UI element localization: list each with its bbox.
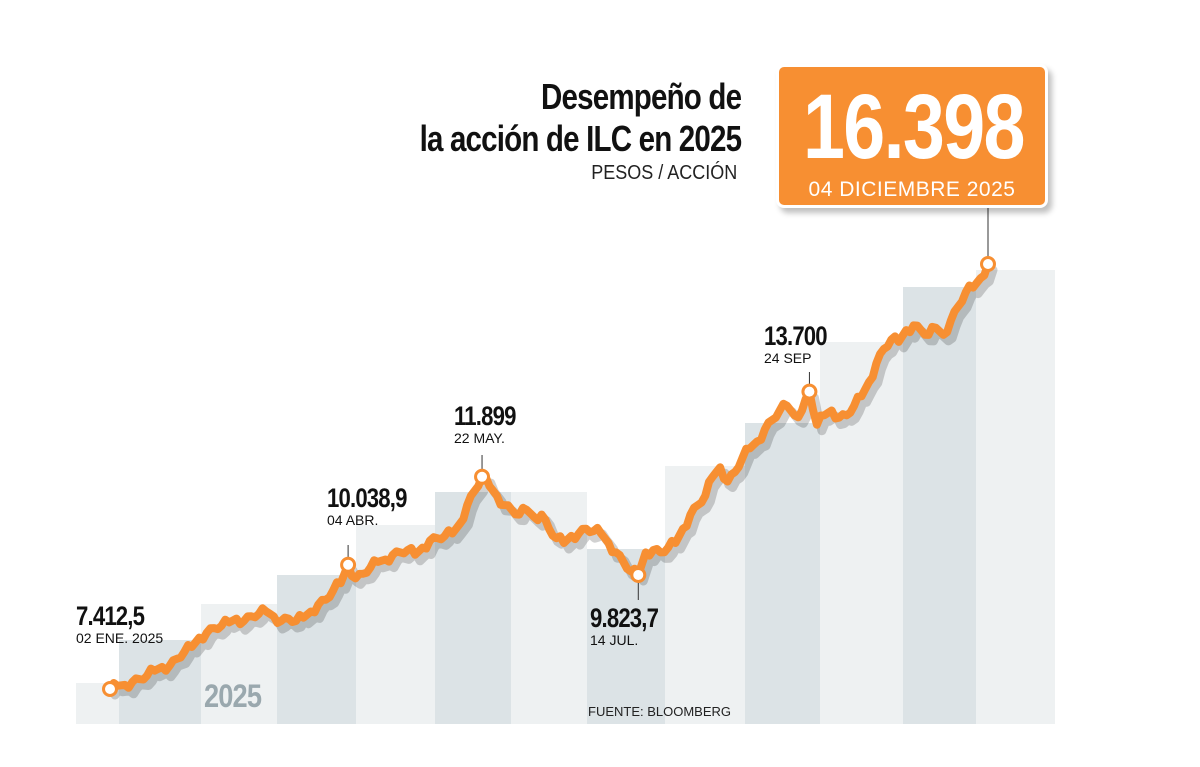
month-band (587, 549, 665, 724)
annotation-marker (474, 468, 491, 485)
annotation-sep-date: 24 SEP (764, 350, 812, 366)
latest-price-date: 04 DICIEMBRE 2025 (808, 178, 1016, 201)
month-band (820, 342, 903, 724)
year-label: 2025 (204, 678, 262, 714)
annotation-jul: 9.823,7 14 JUL. (590, 604, 673, 648)
annotation-start-value: 7.412,5 (76, 601, 145, 631)
latest-price-callout: 16.398 04 DICIEMBRE 2025 (776, 64, 1048, 208)
annotation-jul-date: 14 JUL. (590, 632, 639, 648)
annotation-may: 11.899 22 MAY. (454, 402, 529, 446)
annotation-sep-value: 13.700 (764, 321, 828, 351)
annotation-start-date: 02 ENE. 2025 (76, 630, 164, 646)
source-note: FUENTE: BLOOMBERG (588, 704, 732, 719)
annotation-apr: 10.038,9 04 ABR. (327, 484, 424, 528)
month-band (356, 525, 435, 724)
annotation-marker (630, 566, 647, 583)
annotation-markers (102, 256, 996, 697)
annotation-jul-value: 9.823,7 (590, 603, 659, 633)
month-band (435, 492, 511, 724)
annotation-marker (340, 556, 357, 573)
month-band (903, 287, 976, 724)
month-band (745, 423, 820, 724)
annotation-marker (980, 256, 996, 272)
month-bands (76, 270, 1055, 724)
latest-price-value: 16.398 (802, 76, 1026, 178)
annotation-sep: 13.700 24 SEP (764, 322, 841, 366)
annotation-start: 7.412,5 02 ENE. 2025 (76, 602, 163, 646)
chart-unit-label: PESOS / ACCIÓN (590, 162, 737, 184)
annotation-apr-value: 10.038,9 (327, 483, 407, 513)
chart-title-line-2: la acción de ILC en 2025 (419, 118, 741, 159)
annotation-apr-date: 04 ABR. (327, 512, 379, 528)
chart-title-line-1: Desempeño de (540, 76, 742, 117)
month-band (976, 270, 1055, 724)
month-band (665, 466, 745, 724)
annotation-marker (102, 681, 118, 697)
chart-title: Desempeño de la acción de ILC en 2025 (419, 76, 741, 160)
annotation-marker (801, 383, 818, 400)
price-line (106, 260, 992, 693)
annotation-may-value: 11.899 (454, 401, 516, 431)
annotation-may-date: 22 MAY. (454, 430, 505, 446)
month-band (277, 575, 356, 724)
